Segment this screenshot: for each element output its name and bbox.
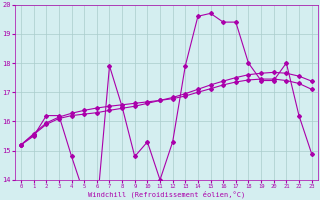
X-axis label: Windchill (Refroidissement éolien,°C): Windchill (Refroidissement éolien,°C) bbox=[88, 190, 245, 198]
